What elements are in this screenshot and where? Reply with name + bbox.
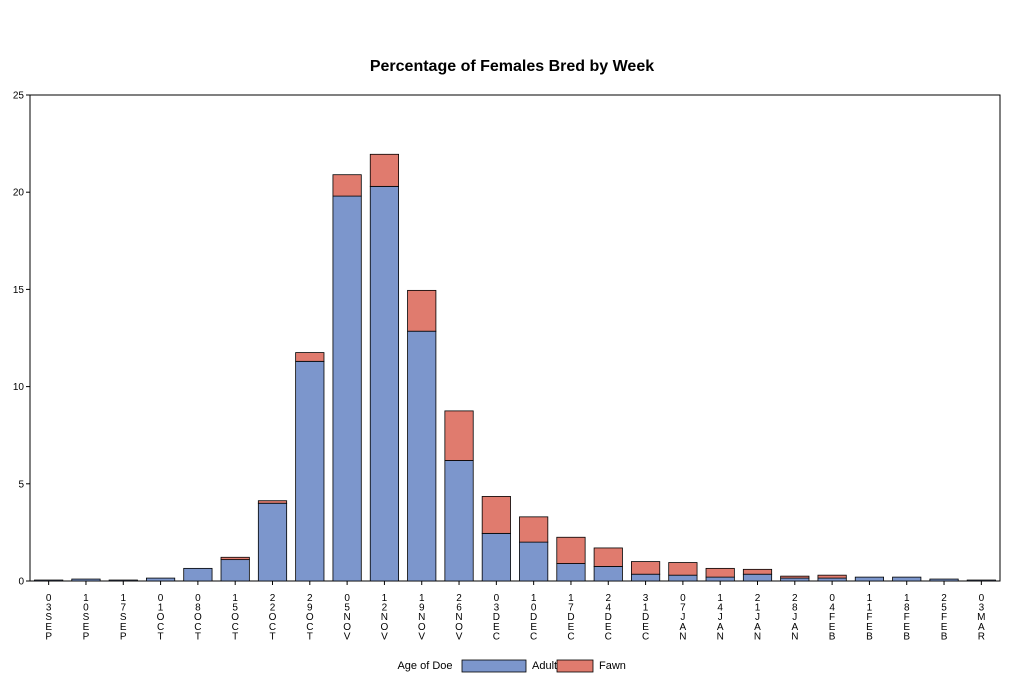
bar-fawn-14jan — [705, 567, 735, 578]
bar-adult-22oct — [257, 502, 288, 582]
bar-adult-21jan — [742, 573, 773, 582]
bar-adult-19nov — [407, 330, 437, 582]
bar-fawn-17dec — [556, 536, 586, 564]
legend-label-adult: Adult — [532, 660, 557, 672]
y-tick-label: 10 — [13, 382, 25, 393]
bar-adult-03dec — [481, 532, 511, 582]
bar-adult-04feb — [817, 577, 847, 582]
bar-fawn-29oct — [295, 352, 325, 362]
bar-fawn-15oct — [220, 556, 250, 561]
bar-adult-28jan — [780, 577, 810, 582]
bar-fawn-04feb — [817, 574, 847, 579]
bar-adult-17dec — [556, 563, 586, 582]
legend-title: Age of Doe — [397, 660, 452, 672]
legend-swatch-fawn — [556, 659, 594, 673]
bar-fawn-28jan — [780, 575, 810, 579]
bar-adult-26nov — [444, 460, 474, 582]
bar-adult-01oct — [145, 577, 176, 582]
legend-label-fawn: Fawn — [599, 660, 626, 672]
bar-fawn-22oct — [257, 500, 288, 504]
y-tick-label: 0 — [18, 577, 24, 588]
bar-adult-17sep — [108, 579, 138, 582]
bar-adult-11feb — [854, 576, 885, 582]
bar-adult-29oct — [295, 360, 325, 582]
y-axis: 0 5 10 15 20 25 — [13, 91, 30, 588]
bars-group — [34, 153, 996, 582]
y-tick-label: 25 — [13, 91, 25, 102]
bar-adult-14jan — [705, 576, 735, 582]
bar-adult-08oct — [183, 567, 213, 582]
bar-adult-05nov — [332, 195, 362, 582]
chart-title: Percentage of Females Bred by Week — [369, 58, 655, 75]
bar-fawn-05nov — [332, 174, 362, 197]
y-tick-label: 20 — [13, 188, 25, 199]
bar-fawn-26nov — [444, 410, 474, 461]
bar-adult-24dec — [593, 566, 623, 582]
bar-fawn-31dec — [631, 561, 661, 575]
plot-area-frame — [29, 94, 1001, 582]
legend-swatch-adult — [461, 659, 527, 673]
bar-fawn-24dec — [593, 547, 623, 567]
bar-fawn-10dec — [519, 516, 549, 543]
bar-adult-12nov — [369, 185, 400, 582]
bar-adult-03mar — [966, 579, 996, 582]
bar-adult-25feb — [929, 578, 959, 582]
bar-adult-07jan — [668, 574, 698, 582]
bar-adult-15oct — [220, 559, 250, 582]
bar-fawn-21jan — [742, 568, 773, 575]
bar-adult-10dec — [519, 541, 549, 582]
y-tick-label: 15 — [13, 285, 25, 296]
y-tick-label: 5 — [18, 479, 24, 490]
bar-fawn-07jan — [668, 562, 698, 576]
bar-fawn-19nov — [407, 289, 437, 332]
bar-adult-03sep — [34, 579, 64, 582]
bar-adult-10sep — [71, 578, 101, 582]
bar-fawn-12nov — [369, 153, 400, 187]
legend: Age of Doe Adult Fawn — [397, 659, 626, 673]
bar-adult-31dec — [631, 573, 661, 582]
bar-adult-18feb — [892, 576, 922, 582]
bar-fawn-03dec — [481, 496, 511, 534]
x-axis-labels: 0 3 S E P 1 0 S E P 1 7 S E P 0 1 O C T 0 8 O C T 1 5 O C T 2 2 O C T 2 9 O C T… — [45, 581, 986, 642]
